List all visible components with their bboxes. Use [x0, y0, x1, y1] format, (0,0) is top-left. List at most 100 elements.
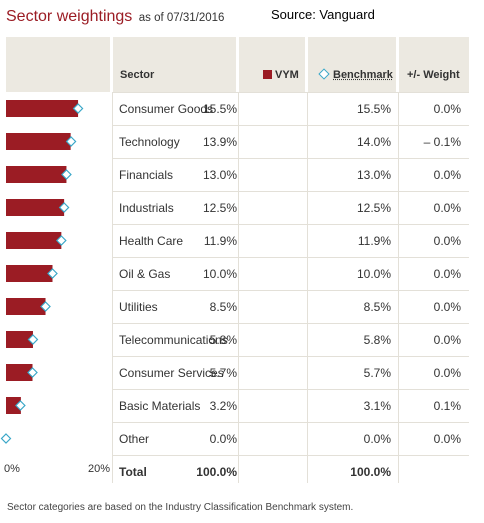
- vym-bar: [6, 166, 67, 183]
- vym-cell: 3.2%: [209, 399, 237, 413]
- vym-cell: 10.0%: [202, 267, 237, 281]
- vym-legend-swatch: [263, 70, 272, 79]
- vym-cell: 11.9%: [203, 234, 237, 248]
- source-label: Source: Vanguard: [271, 7, 375, 22]
- benchmark-cell: 12.5%: [356, 201, 391, 215]
- vym-column-header: VYM: [263, 69, 299, 81]
- benchmark-marker: [72, 103, 84, 114]
- diff-cell: 0.0%: [433, 267, 461, 281]
- vym-cell: 13.9%: [202, 135, 237, 149]
- benchmark-cell: 3.1%: [363, 399, 391, 413]
- sector-cell: Industrials: [119, 201, 174, 215]
- table-row: Consumer Goods 15.5% 15.5% 0.0%: [113, 92, 469, 125]
- vym-bar: [6, 397, 21, 414]
- vym-bar: [6, 199, 65, 216]
- vym-cell: 5.7%: [209, 366, 237, 380]
- benchmark-marker: [0, 433, 12, 444]
- column-divider: [398, 92, 399, 483]
- table-row: Industrials 12.5% 12.5% 0.0%: [113, 191, 469, 224]
- sector-cell: Other: [119, 432, 150, 446]
- vym-bar: [6, 232, 62, 249]
- benchmark-cell: 14.0%: [356, 135, 391, 149]
- benchmark-cell: 5.7%: [363, 366, 391, 380]
- table-row: Basic Materials 3.2% 3.1% 0.1%: [113, 389, 469, 422]
- vym-bar: [6, 100, 79, 117]
- benchmark-cell: 15.5%: [356, 102, 391, 116]
- sector-cell: Health Care: [119, 234, 184, 248]
- diff-cell: 0.0%: [433, 366, 461, 380]
- column-divider: [112, 92, 113, 483]
- sector-cell: Consumer Goods: [119, 102, 214, 116]
- benchmark-marker: [15, 400, 26, 411]
- benchmark-marker: [47, 268, 58, 279]
- benchmark-column-header[interactable]: Benchmark: [318, 68, 393, 81]
- column-divider: [307, 92, 308, 483]
- chart-header-cell: [6, 37, 110, 92]
- benchmark-marker: [27, 334, 39, 345]
- table-row: Financials 13.0% 13.0% 0.0%: [113, 158, 469, 191]
- benchmark-marker: [27, 367, 38, 378]
- sector-cell: Oil & Gas: [119, 267, 171, 281]
- table-row: Oil & Gas 10.0% 10.0% 0.0%: [113, 257, 469, 290]
- vym-bar: [6, 364, 33, 381]
- vym-bar: [6, 298, 46, 315]
- vym-legend-label: VYM: [275, 69, 299, 81]
- benchmark-marker: [61, 169, 72, 180]
- vym-cell: 12.5%: [202, 201, 237, 215]
- footnote: Sector categories are based on the Indus…: [7, 502, 354, 513]
- vym-cell: 0.0%: [209, 432, 237, 446]
- diff-column-header: +/- Weight: [407, 69, 460, 81]
- diff-cell: 0.0%: [433, 300, 461, 314]
- diff-cell: 0.0%: [433, 234, 461, 248]
- total-vym: 100.0%: [196, 465, 237, 479]
- sector-bar-chart: 0% 20%: [0, 100, 110, 475]
- benchmark-marker: [58, 202, 70, 213]
- sector-cell: Utilities: [119, 300, 158, 314]
- as-of-date: as of 07/31/2016: [138, 12, 225, 24]
- chart-header: Sector weightings as of 07/31/2016: [6, 8, 224, 26]
- diff-cell: 0.0%: [433, 432, 461, 446]
- vym-cell: 15.5%: [202, 102, 237, 116]
- sector-header-cell: [113, 37, 236, 92]
- table-row: Other 0.0% 0.0% 0.0%: [113, 422, 469, 455]
- x-tick-label: 0%: [4, 463, 20, 475]
- diff-cell: 0.0%: [433, 201, 461, 215]
- vym-cell: 5.8%: [209, 333, 237, 347]
- diff-cell: 0.0%: [433, 102, 461, 116]
- column-divider: [238, 92, 239, 483]
- vym-bar: [6, 265, 53, 282]
- sector-column-header: Sector: [120, 69, 155, 81]
- table-row: Telecommunications 5.8% 5.8% 0.0%: [113, 323, 469, 356]
- benchmark-cell: 8.5%: [363, 300, 391, 314]
- benchmark-cell: 13.0%: [356, 168, 391, 182]
- vym-bar: [6, 331, 33, 348]
- diff-cell: 0.0%: [433, 333, 461, 347]
- sector-cell: Basic Materials: [119, 399, 201, 413]
- benchmark-header-cell: [308, 37, 396, 92]
- benchmark-marker: [65, 136, 77, 147]
- table-row: Health Care 11.9% 11.9% 0.0%: [113, 224, 469, 257]
- chart-title: Sector weightings: [6, 8, 133, 25]
- total-benchmark: 100.0%: [350, 465, 391, 479]
- sector-cell: Financials: [119, 168, 174, 182]
- table-row: Consumer Services 5.7% 5.7% 0.0%: [113, 356, 469, 389]
- benchmark-link[interactable]: Benchmark: [333, 69, 393, 81]
- vym-header-cell: [239, 37, 305, 92]
- table-row: Technology 13.9% 14.0% – 0.1%: [113, 125, 469, 158]
- diff-cell: – 0.1%: [423, 135, 461, 149]
- total-label: Total: [119, 465, 147, 479]
- diff-cell: 0.0%: [433, 168, 461, 182]
- vym-cell: 8.5%: [209, 300, 237, 314]
- total-row: Total 100.0% 100.0%: [113, 455, 469, 488]
- benchmark-cell: 5.8%: [363, 333, 391, 347]
- table-row: Utilities 8.5% 8.5% 0.0%: [113, 290, 469, 323]
- sector-cell: Telecommunications: [119, 333, 228, 347]
- benchmark-cell: 10.0%: [356, 267, 391, 281]
- diamond-icon: [318, 68, 330, 80]
- diff-header-cell: [399, 37, 469, 92]
- benchmark-cell: 0.0%: [363, 432, 391, 446]
- vym-bar: [6, 133, 71, 150]
- benchmark-marker: [55, 235, 67, 246]
- benchmark-marker: [40, 301, 51, 312]
- sector-cell: Consumer Services: [119, 366, 224, 380]
